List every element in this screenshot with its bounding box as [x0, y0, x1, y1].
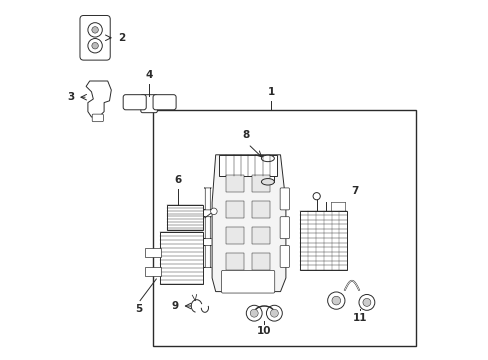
Bar [261, 158, 274, 182]
Circle shape [270, 309, 278, 317]
FancyBboxPatch shape [280, 217, 289, 239]
FancyBboxPatch shape [153, 95, 176, 110]
Circle shape [250, 309, 258, 317]
Polygon shape [212, 155, 285, 292]
FancyBboxPatch shape [280, 246, 289, 267]
Text: 2: 2 [118, 33, 125, 43]
Bar [152, 110, 415, 346]
Bar [145, 248, 160, 257]
Text: 7: 7 [350, 186, 358, 196]
FancyBboxPatch shape [204, 246, 211, 267]
FancyBboxPatch shape [280, 188, 289, 210]
Bar [226, 253, 244, 270]
FancyBboxPatch shape [204, 217, 211, 239]
Circle shape [331, 296, 340, 305]
Text: 8: 8 [242, 130, 249, 140]
Ellipse shape [261, 179, 274, 185]
FancyBboxPatch shape [141, 95, 157, 113]
Circle shape [358, 294, 374, 310]
Text: 1: 1 [267, 87, 275, 97]
FancyBboxPatch shape [123, 95, 146, 110]
Circle shape [327, 292, 344, 309]
Circle shape [88, 39, 102, 53]
FancyBboxPatch shape [204, 188, 211, 210]
Bar [160, 232, 203, 284]
Bar [251, 175, 269, 192]
Bar [145, 267, 160, 276]
Bar [167, 205, 203, 230]
Text: 3: 3 [67, 92, 74, 102]
Bar [226, 227, 244, 244]
Circle shape [312, 193, 320, 200]
Text: 10: 10 [257, 326, 271, 336]
Bar [300, 211, 346, 270]
Circle shape [210, 208, 217, 215]
FancyBboxPatch shape [221, 270, 274, 293]
Circle shape [246, 305, 262, 321]
FancyBboxPatch shape [80, 15, 110, 60]
Text: 9: 9 [171, 301, 178, 311]
Circle shape [362, 298, 370, 306]
Bar [251, 201, 269, 218]
Bar [219, 155, 276, 176]
Text: 11: 11 [352, 313, 366, 323]
Text: 5: 5 [135, 304, 142, 314]
Text: 4: 4 [145, 70, 152, 80]
Circle shape [92, 42, 98, 49]
FancyBboxPatch shape [92, 114, 103, 122]
Circle shape [92, 27, 98, 33]
Ellipse shape [261, 155, 274, 162]
Text: 6: 6 [174, 175, 181, 185]
Bar [226, 201, 244, 218]
Polygon shape [86, 81, 111, 117]
Bar [251, 253, 269, 270]
Bar [251, 227, 269, 244]
Circle shape [266, 305, 282, 321]
Bar [226, 175, 244, 192]
Circle shape [88, 23, 102, 37]
